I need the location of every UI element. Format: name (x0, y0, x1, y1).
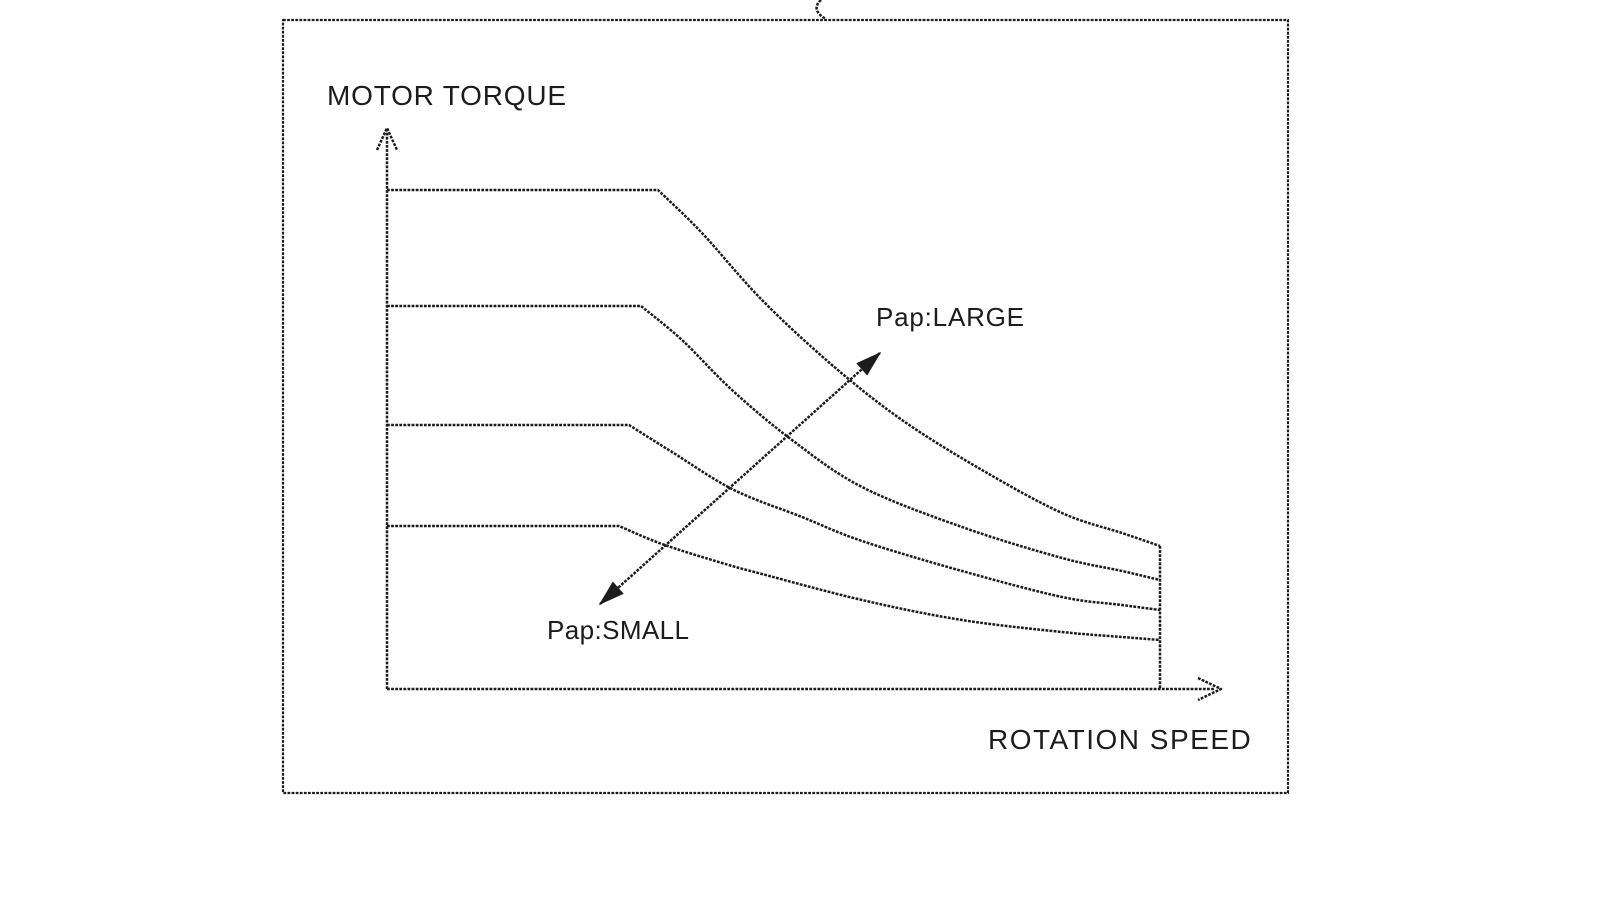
x-axis-arrowhead-icon (1197, 676, 1223, 702)
annotation-pap-small: Pap:SMALL (547, 615, 690, 645)
torque-curve-3 (387, 423, 1161, 612)
torque-curve-4 (387, 524, 1161, 642)
pap-trend-arrow-head-small-icon (598, 581, 624, 606)
annotation-pap-large: Pap:LARGE (876, 302, 1025, 332)
figure-callout-curve (815, 0, 827, 21)
torque-curve-2 (387, 304, 1161, 582)
figure-border (281, 18, 1290, 795)
pap-trend-arrow-head-large-icon (856, 351, 882, 376)
torque-curve-1 (387, 188, 1161, 548)
pap-trend-arrow-line (599, 352, 881, 605)
y-axis-label: MOTOR TORQUE (327, 80, 567, 111)
x-axis-label: ROTATION SPEED (988, 724, 1253, 755)
